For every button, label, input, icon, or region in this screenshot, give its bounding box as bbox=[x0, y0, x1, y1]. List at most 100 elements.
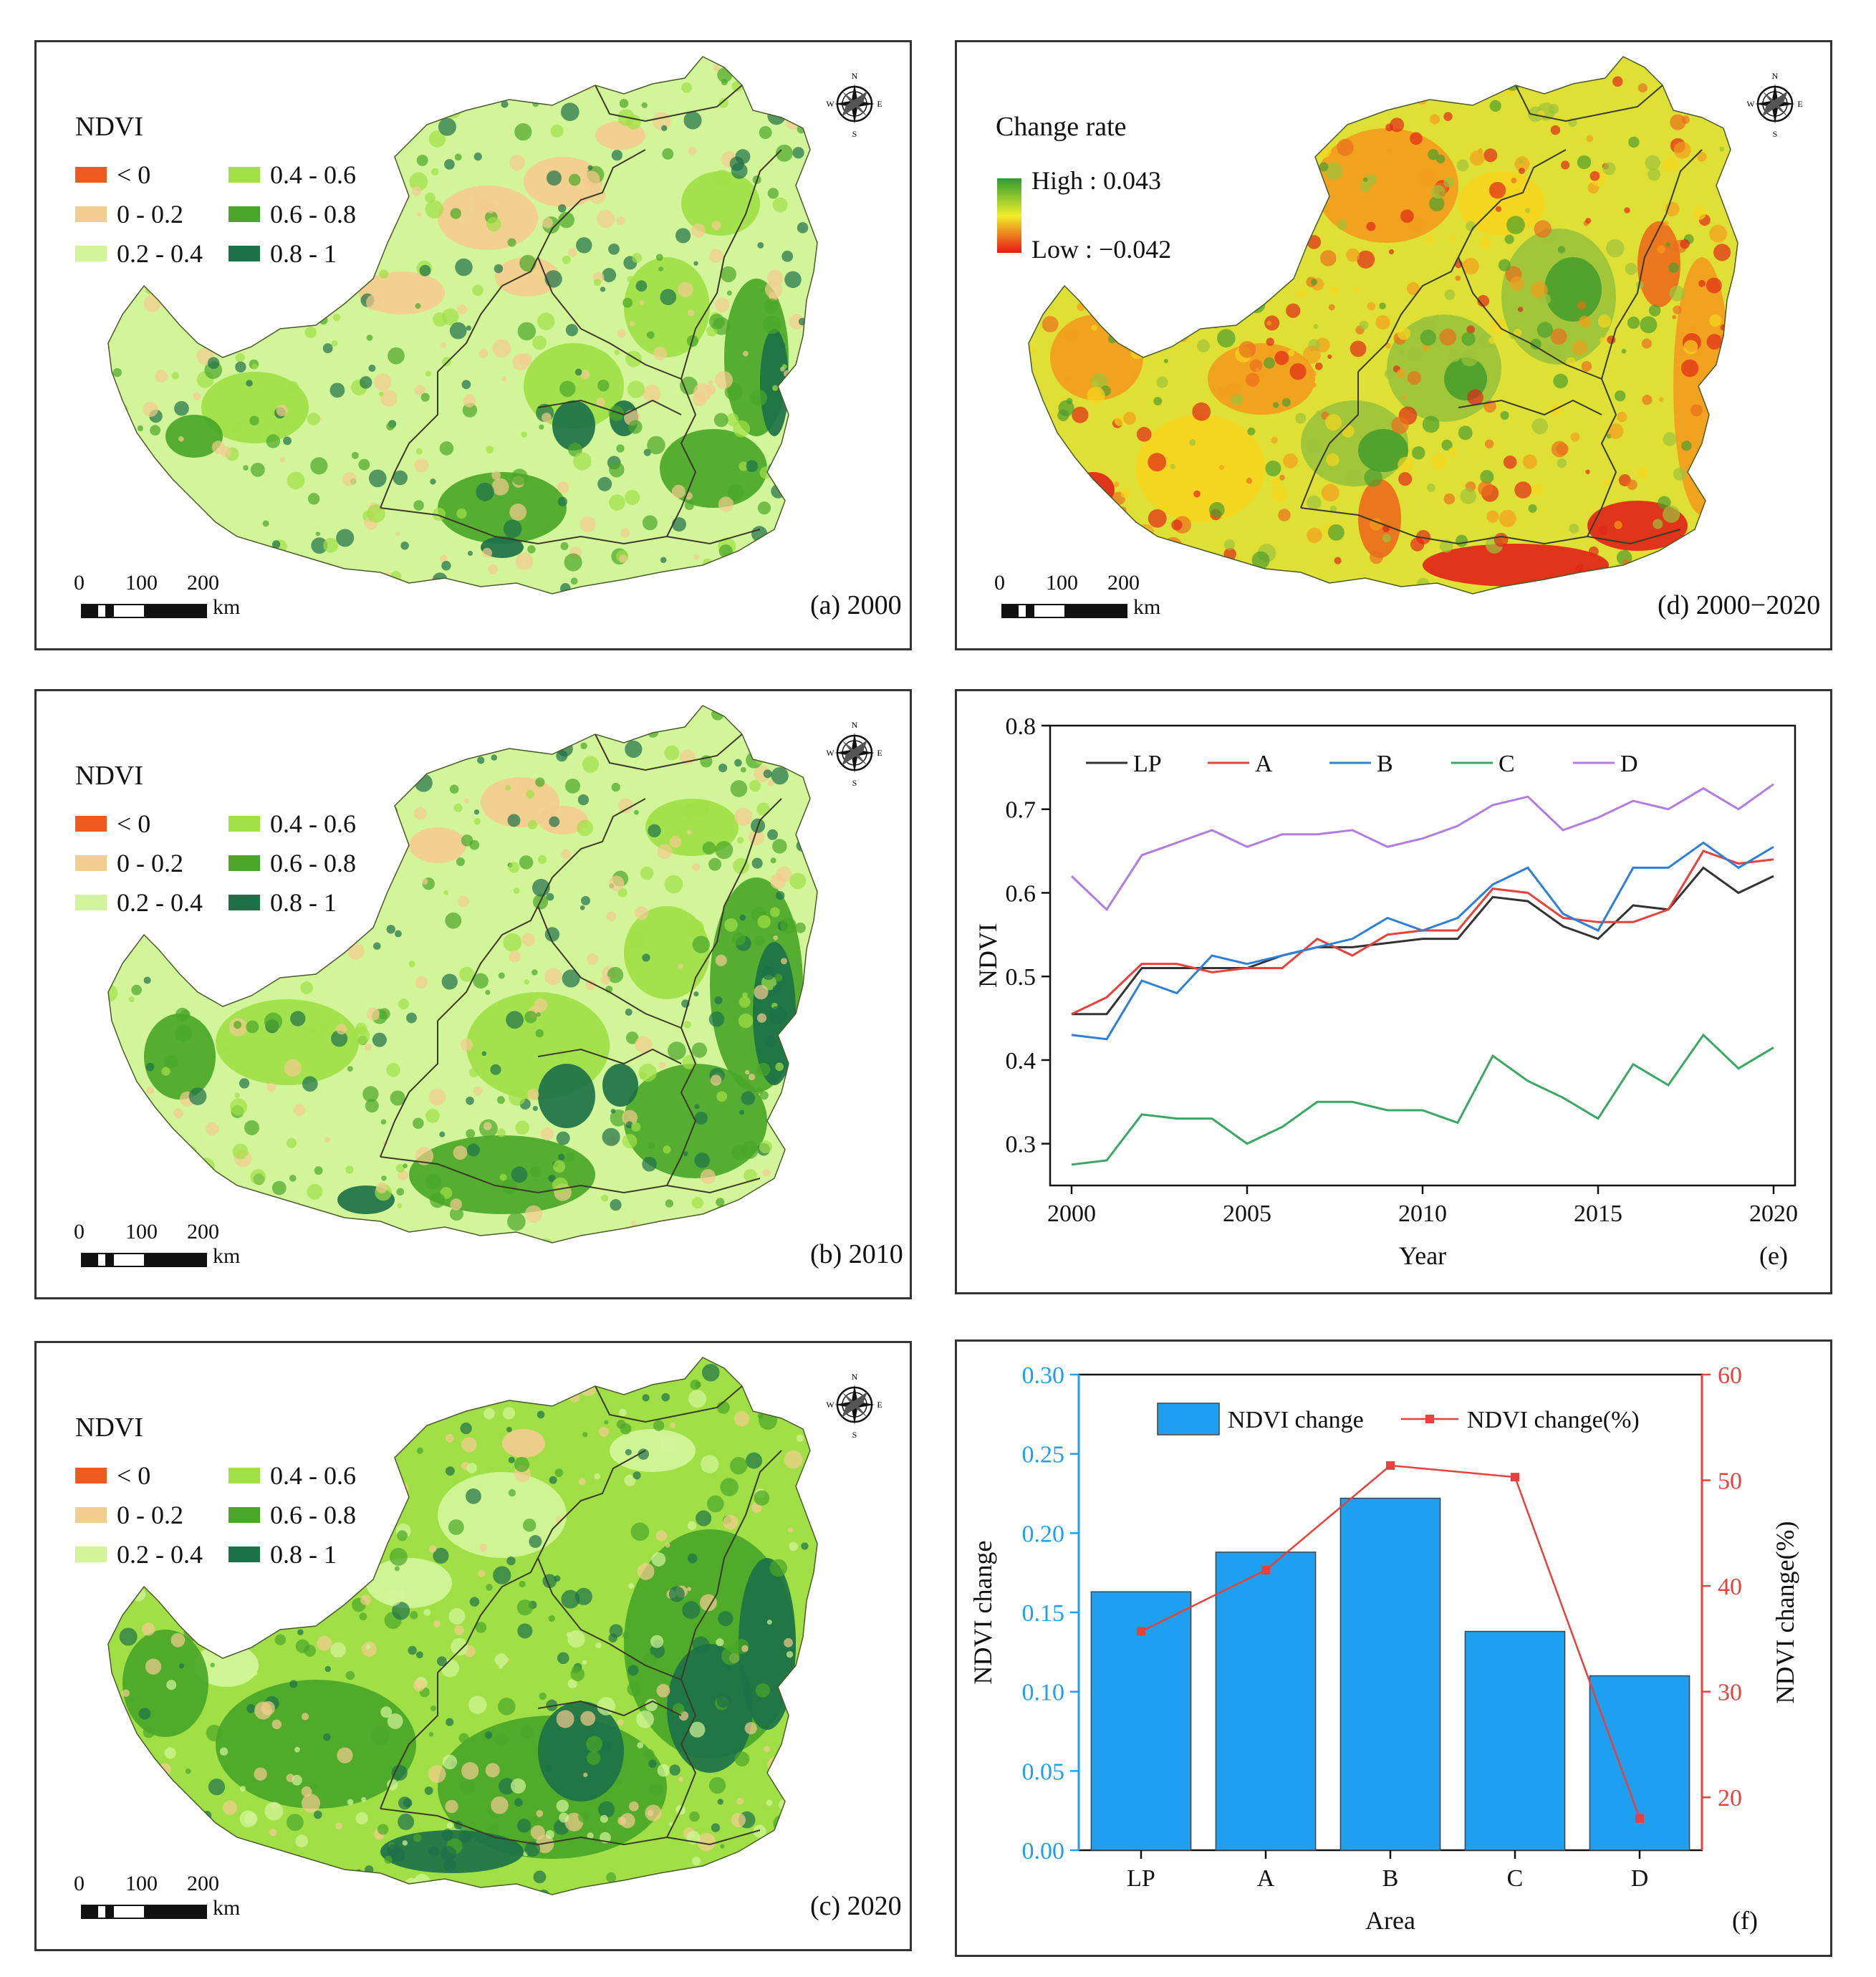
map-texture bbox=[1477, 294, 1490, 307]
bar-chart-panel: 0.00 0.05 0.10 0.15 0.20 0.25 0.30 20 30 40 50 60 LP… bbox=[955, 1339, 1832, 1957]
map-texture bbox=[794, 1696, 809, 1711]
map-texture bbox=[1448, 447, 1457, 457]
map-panel-a: NDVI < 0 0 - 0.2 0.2 - 0.4 0.4 - 0.6 0.6… bbox=[34, 40, 912, 650]
map-texture bbox=[1710, 427, 1723, 440]
map-texture bbox=[482, 547, 493, 558]
map-texture bbox=[798, 999, 815, 1016]
map-texture bbox=[1680, 239, 1690, 249]
map-texture bbox=[1428, 149, 1439, 160]
region-boundary bbox=[537, 1700, 682, 1717]
map-texture bbox=[108, 1591, 120, 1608]
map-texture bbox=[122, 931, 137, 946]
map-texture bbox=[156, 822, 173, 838]
map-texture bbox=[608, 405, 625, 421]
map-texture bbox=[552, 1160, 566, 1173]
map-texture bbox=[535, 1029, 544, 1038]
map-texture bbox=[509, 951, 521, 963]
map-patch bbox=[1072, 472, 1115, 508]
map-texture bbox=[714, 371, 733, 390]
map-texture bbox=[753, 1824, 766, 1838]
map-texture bbox=[622, 1883, 629, 1890]
map-texture bbox=[278, 1614, 292, 1628]
map-texture bbox=[1679, 573, 1687, 581]
map-texture bbox=[802, 733, 817, 751]
map-texture bbox=[466, 325, 471, 331]
map-texture bbox=[1223, 539, 1235, 550]
map-patch bbox=[1358, 429, 1408, 472]
map-texture bbox=[216, 158, 226, 168]
map-texture bbox=[364, 1043, 372, 1052]
y-tick-label: 0.05 bbox=[1022, 1759, 1065, 1785]
map-texture bbox=[1456, 534, 1468, 547]
map-texture bbox=[251, 1430, 259, 1438]
north-arrow-icon: N S W E bbox=[1746, 71, 1802, 139]
map-texture bbox=[536, 1012, 541, 1017]
map-texture bbox=[711, 708, 724, 721]
map-texture bbox=[1456, 159, 1469, 172]
map-texture bbox=[602, 268, 617, 282]
map-texture bbox=[284, 1872, 302, 1890]
map-texture bbox=[1189, 438, 1196, 446]
map-texture bbox=[648, 1759, 657, 1768]
map-texture bbox=[1266, 337, 1274, 346]
map-texture bbox=[193, 392, 201, 400]
map-texture bbox=[600, 1814, 608, 1823]
map-texture bbox=[314, 1166, 323, 1175]
map-texture bbox=[1370, 550, 1383, 564]
map-texture bbox=[410, 1406, 425, 1420]
map-texture bbox=[365, 294, 383, 311]
map-texture bbox=[1443, 176, 1455, 188]
map-texture bbox=[442, 1754, 458, 1770]
map-texture bbox=[774, 973, 783, 982]
map-texture bbox=[239, 1192, 255, 1209]
map-texture bbox=[244, 1357, 262, 1368]
map-texture bbox=[347, 1440, 357, 1451]
map-texture bbox=[688, 309, 695, 317]
map-texture bbox=[718, 1611, 733, 1627]
map-texture bbox=[1239, 250, 1250, 261]
map-texture bbox=[789, 872, 807, 890]
map-texture bbox=[749, 779, 761, 792]
map-texture bbox=[627, 1665, 639, 1676]
map-texture bbox=[751, 526, 768, 542]
map-texture bbox=[619, 554, 627, 563]
map-texture bbox=[491, 470, 501, 480]
map-texture bbox=[162, 1823, 178, 1838]
map-texture bbox=[453, 1244, 463, 1254]
map-texture bbox=[377, 1824, 389, 1835]
map-patch bbox=[552, 400, 595, 451]
map-texture bbox=[1029, 493, 1036, 504]
map-texture bbox=[469, 840, 480, 850]
legend-swatch bbox=[229, 855, 260, 871]
region-boundary bbox=[537, 256, 682, 380]
map-texture bbox=[511, 1166, 528, 1183]
map-texture bbox=[797, 222, 809, 234]
map-texture bbox=[1158, 57, 1170, 69]
panel-label: (c) 2020 bbox=[810, 1891, 902, 1921]
map-texture bbox=[492, 339, 511, 358]
map-texture bbox=[508, 1456, 515, 1463]
map-texture bbox=[499, 1778, 516, 1795]
map-texture bbox=[597, 1697, 616, 1716]
map-texture bbox=[1460, 488, 1477, 504]
map-texture bbox=[736, 1797, 744, 1805]
map-texture bbox=[414, 59, 423, 69]
map-texture bbox=[439, 1131, 446, 1137]
map-texture bbox=[1256, 82, 1267, 95]
map-texture bbox=[241, 271, 255, 284]
map-texture bbox=[1328, 304, 1335, 311]
map-texture bbox=[549, 816, 560, 827]
map-texture bbox=[111, 1532, 118, 1540]
region-boundary bbox=[537, 399, 682, 416]
map-texture bbox=[583, 1772, 588, 1777]
map-texture bbox=[662, 148, 674, 160]
map-texture bbox=[759, 126, 772, 139]
map-texture bbox=[544, 927, 560, 942]
map-texture bbox=[1051, 522, 1067, 539]
map-texture bbox=[472, 284, 484, 297]
map-texture bbox=[221, 1044, 231, 1053]
map-texture bbox=[112, 1816, 125, 1829]
map-texture bbox=[738, 1013, 754, 1029]
map-texture bbox=[1517, 591, 1535, 594]
map-texture bbox=[1060, 478, 1070, 489]
